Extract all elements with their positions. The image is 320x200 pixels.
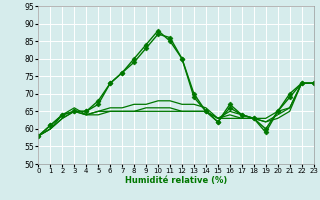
X-axis label: Humidité relative (%): Humidité relative (%)	[125, 176, 227, 185]
